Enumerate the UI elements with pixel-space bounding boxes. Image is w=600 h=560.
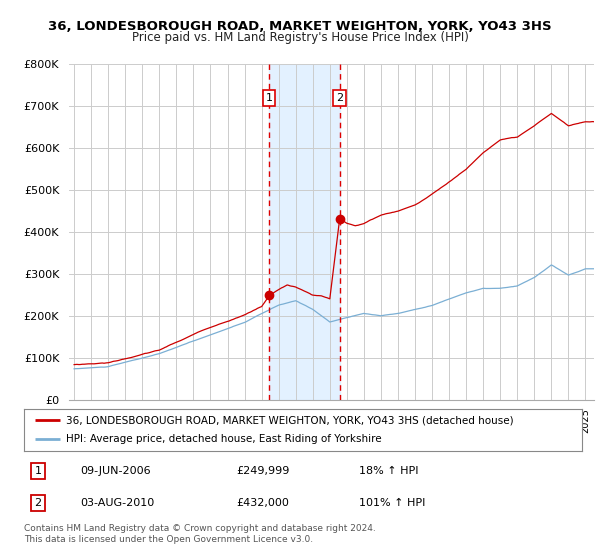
Text: 18% ↑ HPI: 18% ↑ HPI [359, 466, 418, 476]
Text: 101% ↑ HPI: 101% ↑ HPI [359, 498, 425, 508]
Text: 36, LONDESBOROUGH ROAD, MARKET WEIGHTON, YORK, YO43 3HS (detached house): 36, LONDESBOROUGH ROAD, MARKET WEIGHTON,… [66, 415, 514, 425]
Text: 1: 1 [34, 466, 41, 476]
Text: 2: 2 [336, 93, 343, 103]
Bar [269, 64, 340, 400]
Text: 03-AUG-2010: 03-AUG-2010 [80, 498, 154, 508]
Text: 1: 1 [266, 93, 272, 103]
Text: 2: 2 [34, 498, 41, 508]
Text: 36, LONDESBOROUGH ROAD, MARKET WEIGHTON, YORK, YO43 3HS: 36, LONDESBOROUGH ROAD, MARKET WEIGHTON,… [48, 20, 552, 32]
Text: Contains HM Land Registry data © Crown copyright and database right 2024.
This d: Contains HM Land Registry data © Crown c… [24, 524, 376, 544]
Text: £249,999: £249,999 [236, 466, 289, 476]
Text: £432,000: £432,000 [236, 498, 289, 508]
Text: HPI: Average price, detached house, East Riding of Yorkshire: HPI: Average price, detached house, East… [66, 435, 382, 445]
Text: 09-JUN-2006: 09-JUN-2006 [80, 466, 151, 476]
Text: Price paid vs. HM Land Registry's House Price Index (HPI): Price paid vs. HM Land Registry's House … [131, 31, 469, 44]
